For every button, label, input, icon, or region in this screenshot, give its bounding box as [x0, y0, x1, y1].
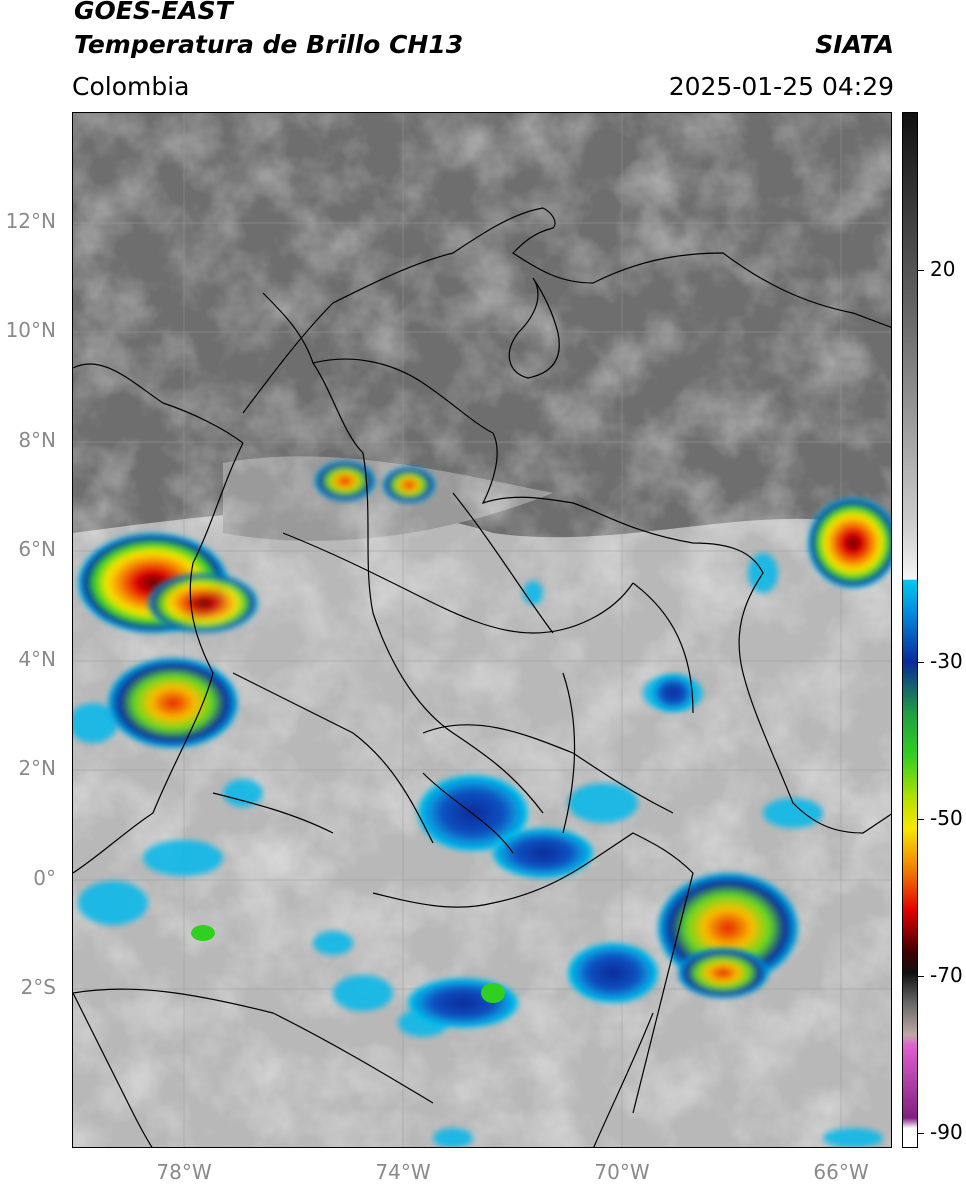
- satellite-title: GOES-EAST: [74, 0, 233, 25]
- storm-cell-amazon-central-2: [493, 828, 593, 878]
- lat-label: 6°N: [18, 537, 56, 561]
- storm-cell-magdalena-west: [315, 461, 375, 501]
- satellite-map[interactable]: [72, 112, 892, 1148]
- storm-cell-amazon-east-2: [678, 948, 768, 998]
- storm-cell-amazon-west: [568, 943, 658, 1003]
- storm-cell-amazon-central: [418, 775, 528, 851]
- datetime-label: 2025-01-25 04:29: [668, 72, 894, 101]
- storm-cell-vichada: [651, 675, 695, 711]
- region-label: Colombia: [72, 72, 190, 101]
- lat-label: 4°N: [18, 647, 56, 671]
- lat-label: 2°N: [18, 756, 56, 780]
- colorbar-tick: [918, 1133, 924, 1134]
- lon-label: 70°W: [594, 1160, 650, 1184]
- storm-cell-pacific-south: [108, 658, 238, 748]
- colorbar-label-minus70: -70: [930, 963, 963, 987]
- colorbar: [902, 112, 918, 1148]
- lat-label: 10°N: [5, 318, 56, 342]
- map-canvas: [73, 113, 891, 1147]
- product-title: Temperatura de Brillo CH13: [74, 30, 464, 59]
- colorbar-tick: [918, 819, 924, 820]
- colorbar-tick: [918, 976, 924, 977]
- storm-cell-small: [191, 925, 215, 941]
- storm-cell-pacific-north-tail: [148, 573, 258, 633]
- storm-cell-small-2: [481, 983, 505, 1003]
- colorbar-label-minus90: -90: [930, 1120, 963, 1144]
- storm-cell-magdalena-east: [383, 467, 435, 503]
- lat-label: 8°N: [18, 428, 56, 452]
- brand-label: SIATA: [815, 30, 894, 59]
- lat-label: 12°N: [5, 209, 56, 233]
- colorbar-gradient: [903, 113, 917, 1147]
- colorbar-label-20: 20: [930, 257, 956, 281]
- lat-label: 0°: [33, 866, 56, 890]
- colorbar-tick: [918, 270, 924, 271]
- storm-cell-putumayo: [408, 978, 518, 1028]
- colorbar-tick: [918, 662, 924, 663]
- lon-label: 78°W: [156, 1160, 212, 1184]
- colorbar-label-minus30: -30: [930, 649, 963, 673]
- lat-label: 2°S: [20, 975, 56, 999]
- country-borders: [73, 207, 891, 1147]
- lon-label: 66°W: [813, 1160, 869, 1184]
- colorbar-label-minus50: -50: [930, 806, 963, 830]
- storm-cell-venezuela-east: [808, 498, 891, 588]
- lon-label: 74°W: [375, 1160, 431, 1184]
